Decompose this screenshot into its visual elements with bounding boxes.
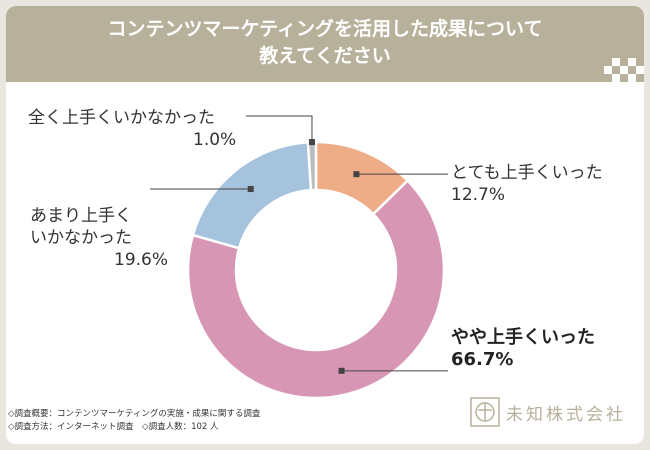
label-not-at-all-text: 全く上手くいかなかった [28, 108, 215, 128]
leader-not-at-all [246, 115, 315, 146]
brand-logo: 未知株式会社 [470, 397, 626, 427]
label-somewhat-good-text: やや上手くいった [451, 327, 595, 348]
title-line-1: コンテンツマーケティングを活用した成果について [107, 18, 543, 40]
label-not-at-all-value: 1.0% [193, 130, 237, 150]
label-not-at-all: 全く上手くいかなかった 1.0% [28, 107, 236, 151]
leader-very-good [353, 171, 448, 178]
label-very-good: とても上手くいった 12.7% [451, 162, 603, 206]
slice-not-good [191, 140, 313, 250]
brand-mark-icon [470, 397, 500, 427]
leader-not-good [150, 186, 254, 193]
label-very-good-value: 12.7% [451, 185, 506, 205]
label-somewhat-good: やや上手くいった 66.7% [451, 327, 595, 371]
label-not-good: あまり上手く いかなかった 19.6% [30, 205, 168, 271]
slice-somewhat-good [186, 178, 446, 400]
title-banner: コンテンツマーケティングを活用した成果について 教えてください [6, 6, 644, 82]
brand-name: 未知株式会社 [506, 404, 626, 425]
chart-title: コンテンツマーケティングを活用した成果について 教えてください [6, 16, 644, 70]
survey-note-2: ◇調査方法：インターネット調査 ◇調査人数：102 人 [8, 422, 219, 432]
survey-notes: ◇調査概要：コンテンツマーケティングの実施・成果に関する調査 ◇調査方法：インタ… [8, 408, 260, 434]
label-not-good-value: 19.6% [114, 250, 169, 270]
label-not-good-line1: あまり上手く [30, 206, 132, 226]
label-very-good-text: とても上手くいった [451, 163, 603, 183]
leader-somewhat-good [338, 367, 448, 374]
title-line-2: 教えてください [259, 45, 391, 67]
survey-note-1: ◇調査概要：コンテンツマーケティングの実施・成果に関する調査 [8, 409, 261, 419]
label-not-good-line2: いかなかった [30, 228, 132, 248]
checker-pattern-icon [604, 58, 644, 82]
label-somewhat-good-value: 66.7% [451, 349, 514, 370]
